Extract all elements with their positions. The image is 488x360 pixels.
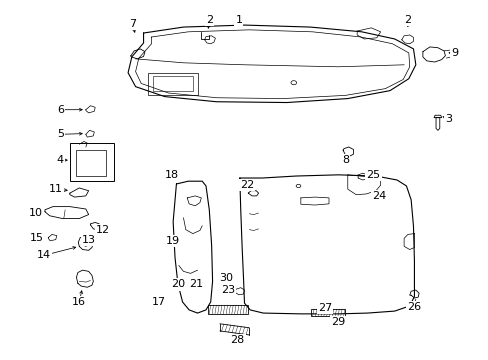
Text: 27: 27: [318, 303, 332, 313]
Text: 6: 6: [57, 105, 64, 115]
Text: 3: 3: [444, 114, 451, 124]
Text: 22: 22: [239, 180, 253, 190]
Text: 1: 1: [235, 15, 242, 25]
Text: 16: 16: [72, 297, 86, 307]
Text: 17: 17: [152, 297, 166, 307]
Bar: [75, 150, 106, 176]
Bar: [310, 309, 344, 316]
Text: 18: 18: [164, 170, 179, 180]
Bar: [207, 305, 247, 314]
Text: 14: 14: [37, 251, 51, 261]
Bar: [70, 143, 114, 181]
Text: 20: 20: [170, 279, 184, 289]
Text: 9: 9: [450, 48, 457, 58]
Text: 11: 11: [49, 184, 62, 194]
Text: 19: 19: [166, 236, 180, 246]
Text: 15: 15: [30, 233, 44, 243]
Bar: [148, 73, 197, 95]
Text: 21: 21: [189, 279, 203, 289]
Text: 8: 8: [341, 155, 348, 165]
Text: 25: 25: [366, 170, 380, 180]
Text: 2: 2: [404, 15, 410, 25]
Text: 29: 29: [330, 317, 345, 327]
Text: 30: 30: [219, 273, 233, 283]
Text: 4: 4: [57, 155, 64, 165]
Text: 5: 5: [57, 129, 64, 139]
Text: 12: 12: [96, 225, 110, 235]
Bar: [153, 76, 192, 91]
Text: 24: 24: [372, 191, 386, 201]
Text: 23: 23: [221, 285, 235, 295]
Text: 10: 10: [28, 208, 42, 218]
Text: 2: 2: [205, 15, 212, 25]
Text: 26: 26: [407, 302, 421, 312]
Text: 7: 7: [129, 19, 136, 29]
Text: 28: 28: [230, 335, 244, 345]
Text: 13: 13: [81, 235, 96, 244]
